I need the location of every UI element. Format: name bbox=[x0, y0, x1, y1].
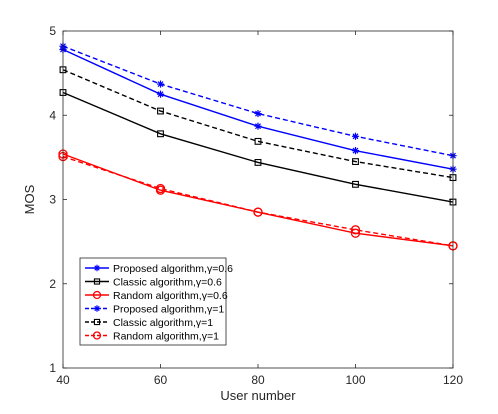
series-point bbox=[157, 107, 164, 115]
series-point bbox=[253, 207, 263, 217]
legend-box bbox=[79, 257, 227, 346]
legend-entry: Classic algorithm,γ=1 bbox=[85, 317, 213, 329]
legend-marker bbox=[93, 264, 101, 272]
series-point bbox=[156, 80, 165, 88]
legend-marker bbox=[93, 305, 101, 312]
x-tick-label: 100 bbox=[345, 373, 365, 387]
series-point bbox=[351, 132, 360, 140]
y-axis-label: MOS bbox=[22, 184, 37, 214]
legend-entry: Classic algorithm,γ=0.6 bbox=[85, 276, 222, 288]
y-tick-label: 1 bbox=[49, 361, 56, 375]
series-point bbox=[254, 122, 262, 130]
legend-marker bbox=[93, 278, 101, 285]
series-point bbox=[155, 183, 166, 194]
series-point bbox=[156, 90, 165, 98]
y-tick-label: 5 bbox=[49, 24, 56, 38]
legend-label: Classic algorithm,γ=1 bbox=[113, 317, 213, 329]
legend-label: Proposed algorithm,γ=0.6 bbox=[113, 263, 233, 275]
series-point bbox=[350, 225, 361, 235]
y-tick-label: 3 bbox=[49, 193, 56, 207]
series-2 bbox=[59, 89, 457, 206]
x-tick-label: 40 bbox=[56, 373, 70, 387]
x-tick-label: 80 bbox=[251, 373, 265, 387]
plot-frame bbox=[62, 30, 454, 369]
series-point bbox=[351, 147, 360, 155]
series-point bbox=[350, 228, 361, 238]
series-point bbox=[254, 109, 262, 118]
legend-marker bbox=[92, 331, 102, 340]
legend-label: Random algorithm,γ=1 bbox=[113, 330, 219, 342]
legend-marker bbox=[92, 290, 102, 300]
legend-entry: Proposed algorithm,γ=0.6 bbox=[85, 263, 233, 275]
series-point bbox=[254, 137, 262, 145]
series-line bbox=[62, 69, 454, 179]
y-tick-label: 2 bbox=[49, 277, 56, 291]
x-tick-label: 60 bbox=[154, 373, 168, 387]
series-point bbox=[352, 158, 359, 166]
legend-entry: Random algorithm,γ=1 bbox=[85, 330, 219, 342]
y-tick-label: 4 bbox=[49, 108, 56, 122]
legend-label: Random algorithm,γ=0.6 bbox=[113, 290, 228, 302]
legend-marker bbox=[93, 318, 101, 326]
series-layer bbox=[58, 42, 458, 251]
legend-entry: Random algorithm,γ=0.6 bbox=[85, 290, 228, 302]
series-point bbox=[157, 130, 164, 138]
series-line bbox=[62, 91, 454, 203]
legend-label: Proposed algorithm,γ=1 bbox=[113, 303, 224, 315]
legend-entry: Proposed algorithm,γ=1 bbox=[85, 303, 224, 315]
series-point bbox=[352, 180, 359, 188]
series-line bbox=[62, 155, 454, 247]
legend-label: Classic algorithm,γ=0.6 bbox=[113, 276, 222, 288]
x-axis-label: User number bbox=[220, 388, 296, 403]
series-point bbox=[254, 159, 262, 166]
x-tick-label: 120 bbox=[443, 373, 463, 387]
series-line bbox=[62, 45, 454, 157]
